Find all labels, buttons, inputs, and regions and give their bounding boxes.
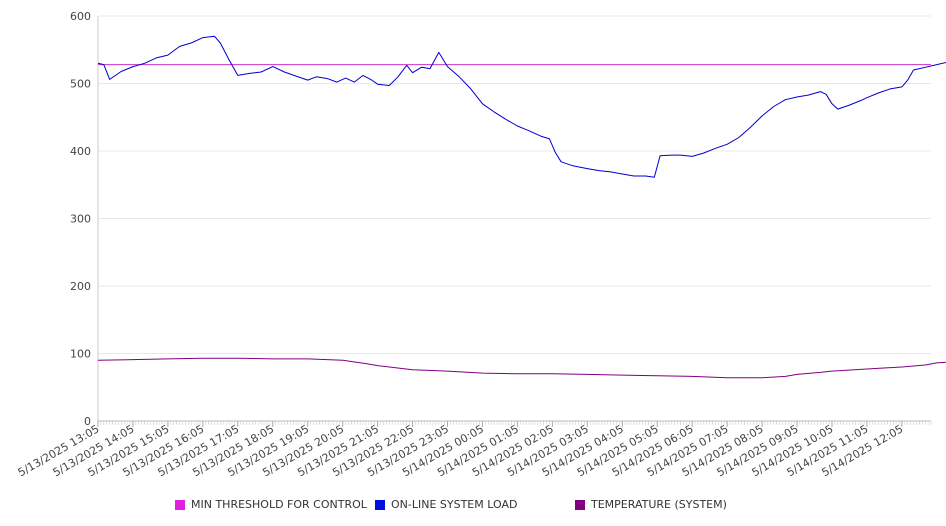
legend-item-system-load[interactable]: ON-LINE SYSTEM LOAD bbox=[375, 498, 517, 511]
chart-legend: MIN THRESHOLD FOR CONTROL ON-LINE SYSTEM… bbox=[0, 496, 946, 516]
series-line-temperature bbox=[97, 357, 946, 379]
legend-swatch-system-load bbox=[375, 499, 385, 510]
x-axis-tick-labels: 5/13/2025 13:055/13/2025 14:055/13/2025 … bbox=[16, 422, 906, 479]
y-tick-label: 200 bbox=[70, 280, 91, 293]
y-tick-label: 0 bbox=[84, 415, 91, 428]
y-tick-label: 300 bbox=[70, 213, 91, 226]
legend-swatch-temperature bbox=[575, 499, 585, 510]
grid-lines bbox=[98, 15, 931, 354]
legend-item-min-threshold[interactable]: MIN THRESHOLD FOR CONTROL bbox=[175, 498, 367, 511]
legend-label-temperature: TEMPERATURE (SYSTEM) bbox=[591, 498, 727, 511]
legend-item-temperature[interactable]: TEMPERATURE (SYSTEM) bbox=[575, 498, 727, 511]
y-axis-tick-labels: 0 100 200 300 400 500 600 bbox=[70, 10, 91, 428]
y-tick-label: 600 bbox=[70, 10, 91, 23]
axes bbox=[97, 16, 932, 427]
y-tick-label: 500 bbox=[70, 78, 91, 91]
y-tick-label: 400 bbox=[70, 145, 91, 158]
legend-label-system-load: ON-LINE SYSTEM LOAD bbox=[391, 498, 518, 511]
legend-label-min-threshold: MIN THRESHOLD FOR CONTROL bbox=[191, 498, 367, 511]
series-line-system-load bbox=[97, 35, 946, 178]
series-lines bbox=[97, 35, 946, 379]
y-tick-label: 100 bbox=[70, 348, 91, 361]
legend-swatch-min-threshold bbox=[175, 499, 185, 510]
